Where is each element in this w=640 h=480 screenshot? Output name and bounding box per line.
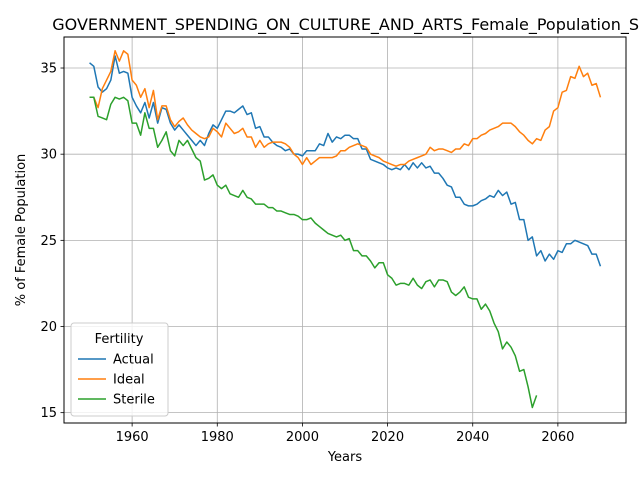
legend-box (70, 322, 169, 417)
plot-frame (63, 36, 627, 424)
legend: Fertility Actual Ideal Sterile (70, 322, 169, 417)
y-axis-label: % of Female Population (14, 154, 29, 307)
x-tick-label: 2000 (286, 430, 319, 445)
legend-title: Fertility (95, 332, 144, 347)
legend-label-ideal: Ideal (113, 373, 145, 388)
series-line-actual (89, 55, 602, 267)
y-tick-label: 15 (40, 406, 57, 421)
x-tick-label: 2040 (456, 430, 489, 445)
y-tick-label: 25 (40, 234, 57, 249)
legend-label-actual: Actual (113, 353, 154, 368)
x-axis-label: Years (327, 450, 363, 465)
series-layer (89, 50, 602, 409)
x-tick-label: 1980 (201, 430, 234, 445)
y-tick-label: 35 (40, 62, 57, 77)
legend-label-sterile: Sterile (113, 393, 155, 408)
series-line-sterile (89, 96, 538, 409)
y-tick-label: 30 (40, 148, 57, 163)
x-tick-label: 2060 (541, 430, 574, 445)
x-tick-label: 2020 (371, 430, 404, 445)
ticks-layer: 1960 1980 2000 2020 2040 2060 15 20 25 30 35 (40, 62, 574, 445)
y-tick-label: 20 (40, 320, 57, 335)
x-tick-label: 1960 (116, 430, 149, 445)
series-line-ideal (89, 50, 602, 167)
chart-title: GOVERNMENT_SPENDING_ON_CULTURE_AND_ARTS_… (52, 15, 640, 35)
